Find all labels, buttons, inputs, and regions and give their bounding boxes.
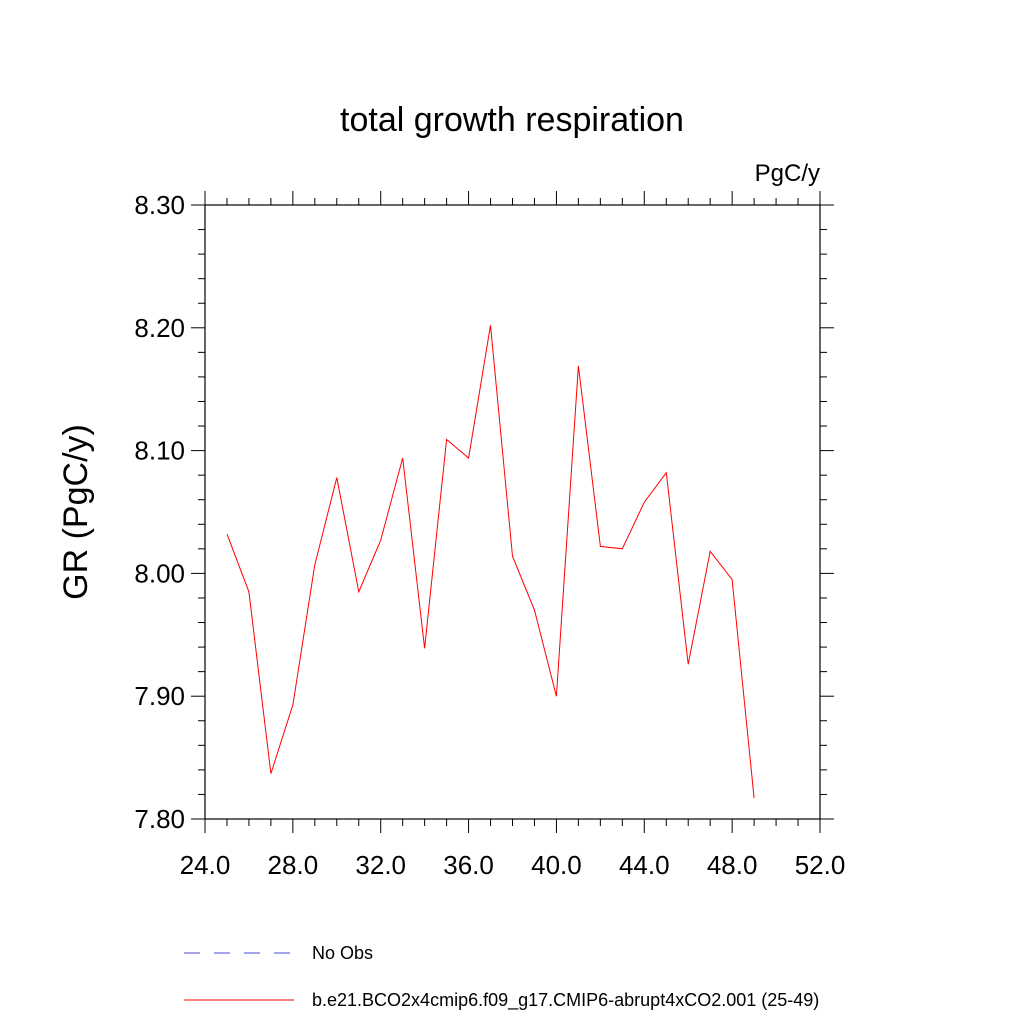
x-tick-label: 24.0 (180, 850, 231, 880)
x-tick-labels: 24.0 28.0 32.0 36.0 40.0 44.0 48.0 52.0 (180, 850, 846, 880)
y-tick-label: 7.90 (134, 681, 185, 711)
y-tick-label: 8.00 (134, 558, 185, 588)
legend: No Obs b.e21.BCO2x4cmip6.f09_g17.CMIP6-a… (184, 943, 819, 1011)
series-line (226, 325, 755, 799)
y-axis-label: GR (PgC/y) (57, 424, 95, 600)
x-tick-label: 32.0 (355, 850, 406, 880)
y-tick-label: 7.80 (134, 804, 185, 834)
x-tick-label: 28.0 (268, 850, 319, 880)
y-tick-labels: 7.80 7.90 8.00 8.10 8.20 8.30 (134, 190, 185, 834)
x-tick-label: 36.0 (443, 850, 494, 880)
y-tick-label: 8.30 (134, 190, 185, 220)
chart-title: total growth respiration (340, 101, 684, 139)
plot-frame (204, 204, 821, 820)
series-group (226, 325, 755, 799)
y-tick-label: 8.20 (134, 313, 185, 343)
legend-label-no-obs: No Obs (312, 943, 373, 963)
x-tick-label: 40.0 (531, 850, 582, 880)
legend-label-model: b.e21.BCO2x4cmip6.f09_g17.CMIP6-abrupt4x… (312, 990, 819, 1011)
x-tick-label: 44.0 (619, 850, 670, 880)
x-tick-label: 52.0 (795, 850, 846, 880)
y-tick-label: 8.10 (134, 436, 185, 466)
x-tick-label: 48.0 (707, 850, 758, 880)
axis-ticks (191, 191, 834, 833)
units-label: PgC/y (755, 160, 820, 187)
